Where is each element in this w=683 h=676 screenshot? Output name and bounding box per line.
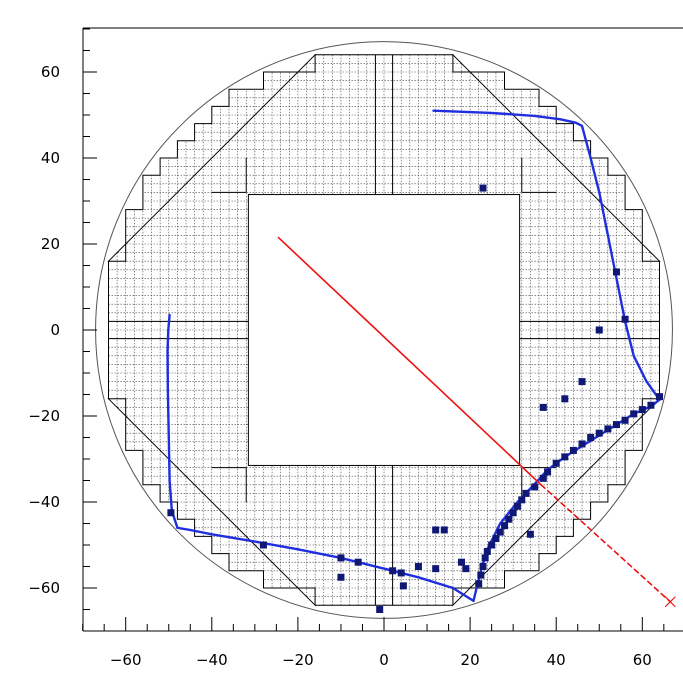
hit-marker [505, 515, 513, 523]
hit-marker [531, 483, 539, 491]
hit-marker [595, 429, 603, 437]
hit-marker [578, 378, 586, 386]
hit-marker [462, 565, 470, 573]
hit-marker [552, 459, 560, 467]
hit-marker [483, 547, 491, 555]
hit-marker [432, 526, 440, 534]
projected-line [540, 484, 672, 603]
hit-marker [475, 580, 483, 588]
hit-marker [376, 606, 384, 613]
hit-marker [539, 474, 547, 482]
hit-marker [399, 582, 407, 590]
hit-marker [544, 468, 552, 476]
x-axis-ticks: −60 −40 −20 0 20 40 60 [82, 617, 665, 669]
calorimeter-detector [95, 41, 673, 619]
x-tick-label: −20 [282, 651, 314, 669]
y-tick-label: 60 [41, 63, 60, 81]
y-tick-label: −20 [28, 407, 60, 425]
hit-marker [414, 563, 422, 570]
hit-marker [595, 326, 603, 334]
hit-marker [509, 509, 517, 517]
hit-marker [612, 421, 620, 429]
hit-marker [621, 315, 629, 323]
hit-marker [479, 563, 487, 570]
hit-marker [604, 425, 612, 433]
y-tick-label: 0 [50, 321, 60, 339]
hit-marker [561, 395, 569, 403]
hit-marker [479, 184, 487, 192]
hit-marker [587, 434, 595, 441]
hit-marker [501, 522, 509, 530]
hit-marker [354, 558, 362, 566]
hit-marker [656, 393, 664, 401]
track-curve [166, 313, 179, 529]
y-tick-label: 20 [41, 235, 60, 253]
hit-marker [496, 528, 504, 536]
track-curve [432, 109, 661, 401]
hit-marker [259, 541, 267, 549]
hit-marker [167, 509, 175, 517]
marker-stroke [664, 596, 676, 608]
x-tick-label: 0 [379, 651, 389, 669]
beam-hole-square [247, 194, 521, 466]
hit-marker [513, 502, 521, 510]
hit-marker [432, 565, 440, 573]
x-tick-label: 60 [633, 651, 652, 669]
hit-marker [621, 416, 629, 424]
y-axis-ticks: −60 −40 −20 0 20 40 60 [28, 28, 97, 632]
hit-marker [481, 554, 489, 562]
x-tick-label: 40 [547, 651, 566, 669]
hit-marker [522, 489, 530, 497]
x-tick-label: 20 [461, 651, 480, 669]
hit-marker [518, 496, 526, 504]
calorimeter-outline [107, 53, 661, 607]
hit-marker [337, 554, 345, 562]
hit-marker [337, 573, 345, 581]
hit-marker [526, 530, 534, 538]
hit-marker [539, 403, 547, 411]
y-tick-label: 40 [41, 149, 60, 167]
hit-marker [578, 440, 586, 448]
series-layer [166, 109, 676, 613]
hit-marker [389, 567, 397, 575]
hit-marker [457, 558, 465, 566]
hit-marker [638, 406, 646, 414]
y-tick-label: −40 [28, 493, 60, 511]
hit-marker [492, 535, 500, 543]
hit-marker [397, 569, 405, 577]
projected-line [277, 236, 542, 486]
module-boundaries [108, 54, 660, 606]
hit-marker [561, 453, 569, 461]
hit-marker [630, 410, 638, 418]
hit-marker [440, 526, 448, 534]
hit-marker [488, 541, 496, 549]
hit-marker [477, 571, 485, 579]
x-tick-label: −40 [196, 651, 228, 669]
endpoint-x-marker [664, 596, 676, 608]
track-curve [176, 526, 475, 603]
hit-marker [569, 446, 577, 454]
hit-marker [612, 268, 620, 276]
x-tick-label: −60 [110, 651, 142, 669]
hit-marker [647, 401, 655, 409]
y-tick-label: −60 [28, 579, 60, 597]
